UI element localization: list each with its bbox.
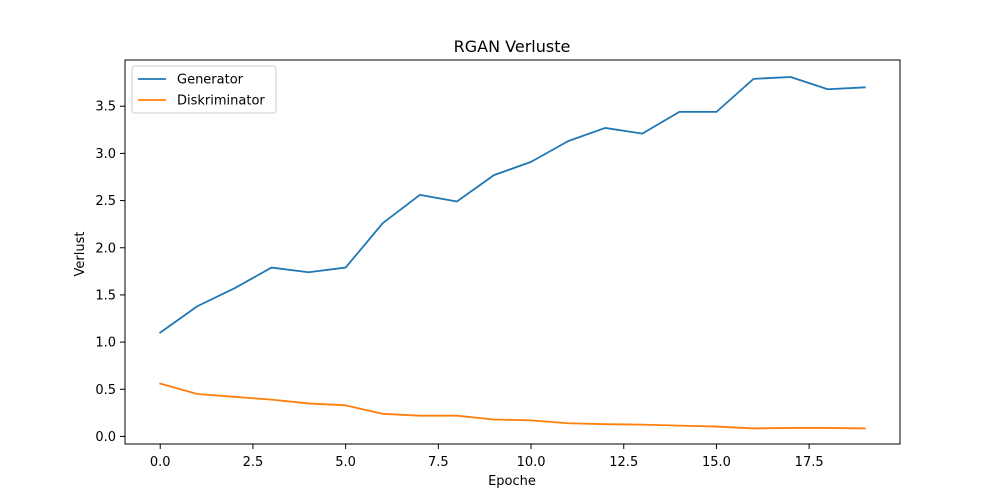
- x-tick-label: 12.5: [609, 455, 638, 470]
- x-tick-label: 15.0: [702, 455, 731, 470]
- legend-label: Generator: [177, 73, 244, 88]
- legend: Generator Diskriminator: [131, 65, 277, 114]
- y-tick-label: 0.0: [95, 430, 116, 445]
- y-tick-label: 3.5: [95, 100, 116, 115]
- series-line-diskriminator: [159, 382, 866, 430]
- x-tick-label: 7.5: [428, 455, 449, 470]
- y-tick-label: 1.5: [95, 288, 116, 303]
- y-tick-label: 3.0: [95, 147, 116, 162]
- y-tick-label: 2.0: [95, 241, 116, 256]
- y-axis: 0.0 0.5 1.0 1.5 2.0 2.5 3.0 3.5: [95, 100, 125, 445]
- x-axis: 0.0 2.5 5.0 7.5 10.0 12.5 15.0 17.5: [150, 444, 824, 470]
- legend-label: Diskriminator: [177, 94, 265, 109]
- legend-box: [131, 65, 277, 114]
- y-tick-label: 1.0: [95, 336, 116, 351]
- y-tick-label: 2.5: [95, 194, 116, 209]
- y-axis-title: Verlust: [73, 232, 88, 277]
- y-tick-label: 0.5: [95, 383, 116, 398]
- x-tick-label: 10.0: [517, 455, 546, 470]
- x-tick-label: 17.5: [795, 455, 824, 470]
- plot-area: [124, 59, 901, 445]
- series-layer: [158, 76, 866, 430]
- x-tick-label: 2.5: [243, 455, 264, 470]
- plot-frame: [124, 59, 901, 445]
- series-line-generator: [158, 76, 866, 334]
- x-axis-title: Epoche: [488, 474, 536, 489]
- x-tick-label: 5.0: [335, 455, 356, 470]
- chart-title: RGAN Verluste: [454, 37, 571, 56]
- x-tick-label: 0.0: [150, 455, 171, 470]
